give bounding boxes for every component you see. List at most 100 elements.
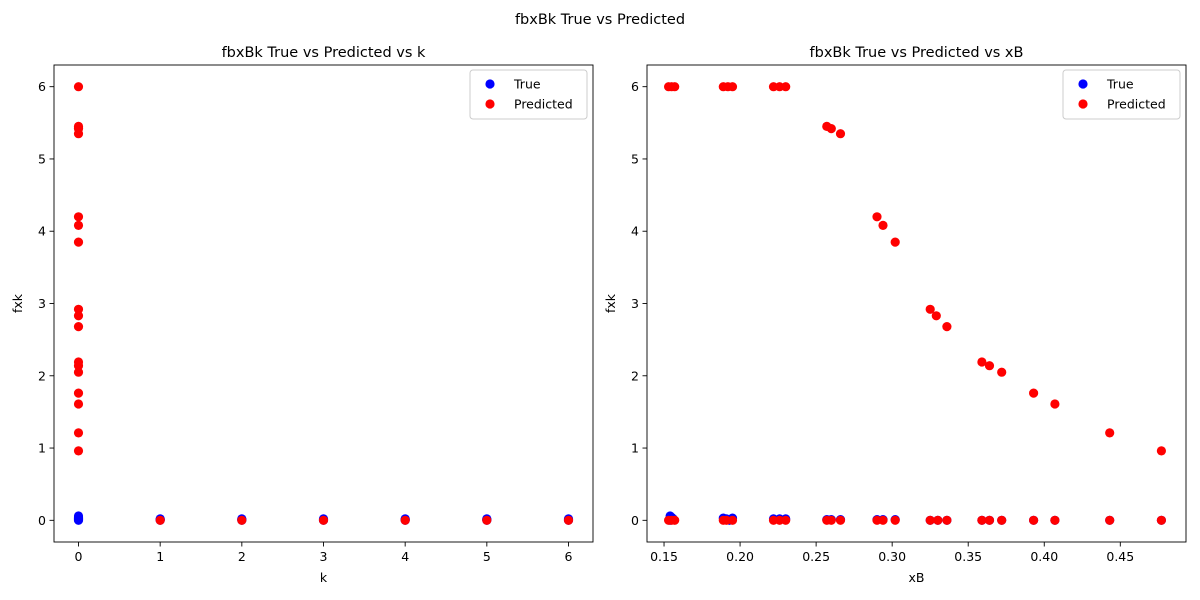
- x-axis-label: k: [320, 570, 328, 585]
- y-axis-label: fxk: [603, 293, 618, 313]
- scatter-point-predicted: [482, 515, 492, 525]
- scatter-point-predicted: [890, 237, 900, 247]
- y-tick-label: 4: [631, 224, 639, 239]
- legend-marker-predicted: [1078, 99, 1088, 109]
- scatter-point-predicted: [73, 446, 84, 456]
- y-tick-label: 2: [38, 368, 46, 383]
- x-tick-label: 0.40: [1030, 549, 1058, 564]
- y-tick-label: 6: [631, 79, 639, 94]
- x-tick-label: 0.35: [954, 549, 982, 564]
- y-tick-label: 3: [38, 296, 46, 311]
- x-tick-label: 4: [401, 549, 409, 564]
- scatter-point-predicted: [835, 515, 846, 525]
- scatter-point-predicted: [670, 515, 680, 525]
- y-tick-label: 4: [38, 224, 46, 239]
- y-tick-label: 1: [631, 441, 639, 456]
- scatter-point-true: [73, 515, 84, 525]
- scatter-point-predicted: [977, 515, 987, 525]
- scatter-point-predicted: [1050, 399, 1060, 409]
- scatter-point-predicted: [73, 220, 84, 230]
- scatter-point-predicted: [1156, 515, 1166, 525]
- legend-box: [1062, 69, 1181, 120]
- scatter-point-predicted: [73, 399, 84, 409]
- x-axis-label: xB: [909, 570, 925, 585]
- scatter-point-predicted: [1156, 446, 1166, 456]
- x-tick-label: 0.30: [878, 549, 906, 564]
- y-tick-label: 6: [38, 79, 46, 94]
- scatter-point-predicted: [73, 388, 84, 398]
- x-tick-label: 0.15: [650, 549, 678, 564]
- scatter-point-predicted: [73, 367, 84, 377]
- scatter-point-predicted: [997, 515, 1007, 525]
- scatter-point-predicted: [942, 322, 952, 332]
- scatter-point-predicted: [925, 515, 935, 525]
- scatter-point-predicted: [878, 220, 888, 230]
- scatter-point-predicted: [1029, 388, 1039, 398]
- scatter-point-predicted: [826, 124, 836, 134]
- legend-label-predicted: Predicted: [1107, 97, 1166, 112]
- legend-marker-true: [1078, 79, 1088, 89]
- legend-marker-predicted: [485, 99, 495, 109]
- scatter-point-predicted: [933, 515, 943, 525]
- scatter-point-predicted: [400, 515, 410, 525]
- scatter-point-predicted: [1029, 515, 1039, 525]
- scatter-point-predicted: [727, 515, 738, 525]
- legend-label-true: True: [1106, 77, 1134, 92]
- scatter-point-predicted: [73, 82, 84, 92]
- x-tick-label: 5: [483, 549, 491, 564]
- legend-label-predicted: Predicted: [514, 97, 573, 112]
- scatter-point-predicted: [1050, 515, 1060, 525]
- chart-title: fbxBk True vs Predicted vs xB: [810, 45, 1024, 61]
- y-tick-label: 2: [631, 368, 639, 383]
- scatter-point-predicted: [318, 515, 329, 525]
- y-tick-label: 0: [631, 513, 639, 528]
- x-tick-label: 3: [320, 549, 328, 564]
- scatter-point-predicted: [835, 129, 846, 139]
- x-tick-label: 1: [156, 549, 164, 564]
- y-axis-label: fxk: [10, 293, 25, 313]
- legend-label-true: True: [513, 77, 541, 92]
- scatter-point-predicted: [1105, 428, 1115, 438]
- x-tick-label: 6: [565, 549, 573, 564]
- scatter-point-predicted: [73, 322, 84, 332]
- y-tick-label: 5: [631, 151, 639, 166]
- series-predicted: [664, 82, 1166, 525]
- scatter-point-predicted: [997, 367, 1007, 377]
- x-tick-label: 2: [238, 549, 246, 564]
- legend-box: [469, 69, 588, 120]
- scatter-point-predicted: [73, 129, 84, 139]
- scatter-point-predicted: [155, 515, 165, 525]
- y-tick-label: 0: [38, 513, 46, 528]
- x-tick-label: 0.25: [802, 549, 830, 564]
- legend-marker-true: [485, 79, 495, 89]
- y-tick-label: 5: [38, 151, 46, 166]
- y-tick-label: 1: [38, 441, 46, 456]
- scatter-point-predicted: [670, 82, 680, 92]
- legend: True Predicted: [1062, 69, 1181, 120]
- scatter-point-predicted: [826, 515, 836, 525]
- figure-suptitle: fbxBk True vs Predicted: [515, 12, 685, 28]
- x-tick-label: 0.20: [726, 549, 754, 564]
- scatter-point-predicted: [73, 304, 84, 314]
- scatter-point-predicted: [73, 237, 84, 247]
- scatter-point-predicted: [925, 304, 935, 314]
- scatter-point-predicted: [890, 515, 900, 525]
- scatter-point-predicted: [73, 428, 84, 438]
- scatter-point-predicted: [73, 212, 84, 222]
- scatter-point-predicted: [781, 82, 791, 92]
- series-predicted: [73, 82, 574, 525]
- scatter-point-predicted: [237, 515, 247, 525]
- scatter-point-predicted: [872, 212, 882, 222]
- scatter-point-predicted: [977, 357, 987, 367]
- y-tick-label: 3: [631, 296, 639, 311]
- scatter-point-predicted: [727, 82, 738, 92]
- scatter-point-predicted: [984, 361, 995, 371]
- scatter-point-predicted: [1105, 515, 1115, 525]
- scatter-point-predicted: [73, 361, 84, 371]
- chart-title: fbxBk True vs Predicted vs k: [222, 45, 426, 61]
- chart-right-panel: 0.15 0.20 0.25 0.30 0.35 0.40 0.45 0 1 2 3 4 5 6 fbxBk…: [603, 45, 1187, 585]
- scatter-point-predicted: [781, 515, 791, 525]
- scatter-point-predicted: [984, 515, 995, 525]
- scatter-point-predicted: [942, 515, 952, 525]
- scatter-point-predicted: [931, 311, 941, 321]
